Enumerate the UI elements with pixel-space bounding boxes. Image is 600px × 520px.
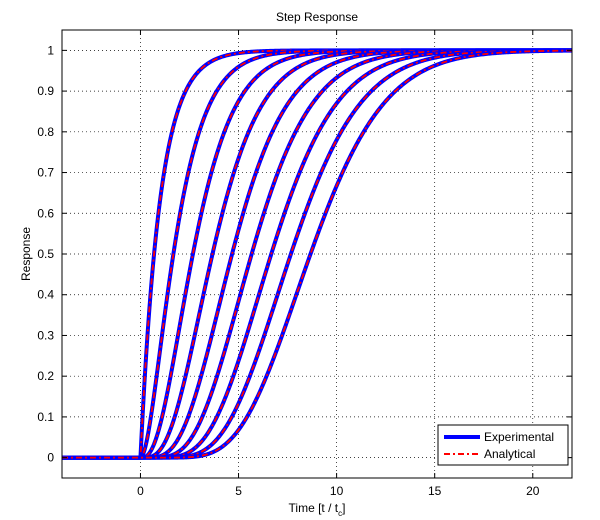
x-axis-label-close: ] [342, 501, 345, 515]
x-axis-label-main: Time [t / t [289, 501, 339, 515]
x-tick-label: 15 [428, 484, 442, 498]
x-axis-label-sub: c [338, 509, 342, 518]
y-tick-label: 0.1 [37, 410, 54, 424]
y-tick-label: 0.6 [37, 206, 54, 220]
legend-label-experimental: Experimental [484, 430, 554, 444]
chart-title: Step Response [276, 10, 358, 24]
curves [60, 48, 574, 460]
y-axis-label: Response [19, 227, 33, 281]
x-tick-label: 5 [235, 484, 242, 498]
legend-box [437, 424, 569, 466]
analytical-line-order-9 [62, 49, 573, 459]
y-tick-label: 0.5 [37, 247, 54, 261]
y-tick-label: 1 [47, 43, 54, 57]
y-tick-label: 0 [47, 451, 54, 465]
y-tick-label: 0.4 [37, 288, 54, 302]
y-tick-label: 0.8 [37, 125, 54, 139]
x-tick-label: 10 [330, 484, 344, 498]
x-tick-label: 20 [526, 484, 540, 498]
y-tick-label: 0.2 [37, 369, 54, 383]
x-axis-label: Time [t / tc] [289, 501, 346, 518]
legend: Experimental Analytical [437, 424, 569, 466]
legend-label-analytical: Analytical [484, 447, 535, 461]
x-tick-label: 0 [137, 484, 144, 498]
analytical-line-order-2 [62, 49, 572, 459]
axis-ticks: 0 5 10 15 20 0 0.1 0.2 0.3 0.4 0.5 0.6 0.7 0.8 0.9 1 [37, 30, 572, 498]
y-tick-label: 0.7 [37, 166, 54, 180]
y-tick-label: 0.3 [37, 328, 54, 342]
y-tick-label: 0.9 [37, 84, 54, 98]
